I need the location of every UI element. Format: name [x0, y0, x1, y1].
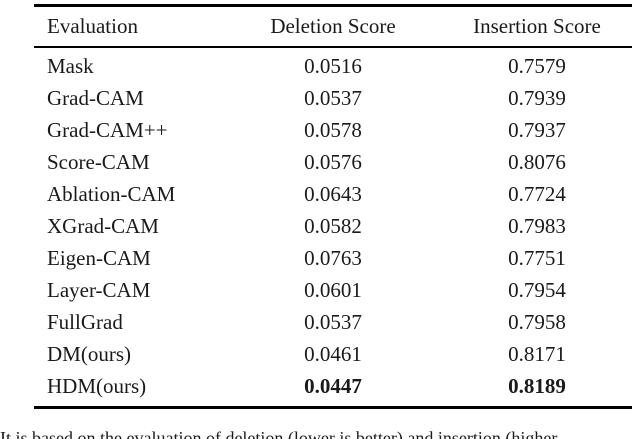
cell-evaluation: Layer-CAM — [47, 277, 151, 302]
cell-insertion-score: 0.7937 — [508, 117, 566, 142]
cell-deletion-score: 0.0537 — [304, 309, 362, 334]
table-header-row: Evaluation Deletion Score Insertion Scor… — [34, 7, 632, 48]
cell-deletion-score: 0.0763 — [304, 245, 362, 270]
cell-insertion-score: 0.7983 — [508, 213, 566, 238]
cell-insertion-score: 0.8171 — [508, 341, 566, 366]
cell-evaluation: HDM(ours) — [47, 373, 147, 398]
cell-evaluation: Grad-CAM++ — [47, 117, 168, 142]
cell-deletion-score: 0.0461 — [304, 341, 362, 366]
cell-evaluation: XGrad-CAM — [47, 213, 159, 238]
cell-deletion-score: 0.0447 — [304, 373, 362, 398]
results-table: Evaluation Deletion Score Insertion Scor… — [34, 4, 632, 409]
cell-evaluation: FullGrad — [47, 309, 123, 334]
header-deletion-score: Deletion Score — [270, 14, 396, 38]
cell-insertion-score: 0.7954 — [508, 277, 566, 302]
table-row: XGrad-CAM 0.0582 0.7983 — [34, 210, 632, 242]
cell-deletion-score: 0.0601 — [304, 277, 362, 302]
cell-insertion-score: 0.7579 — [508, 53, 566, 78]
table-row: FullGrad 0.0537 0.7958 — [34, 306, 632, 338]
table-row: DM(ours) 0.0461 0.8171 — [34, 338, 632, 370]
cell-evaluation: Score-CAM — [47, 149, 150, 174]
cell-insertion-score: 0.7939 — [508, 85, 566, 110]
cell-insertion-score: 0.7958 — [508, 309, 566, 334]
table-row: Layer-CAM 0.0601 0.7954 — [34, 274, 632, 306]
caption-clipped-line: It is based on the evaluation of deletio… — [0, 428, 558, 439]
cell-deletion-score: 0.0537 — [304, 85, 362, 110]
cell-evaluation: Grad-CAM — [47, 85, 144, 110]
cell-evaluation: DM(ours) — [47, 341, 131, 366]
cell-insertion-score: 0.8076 — [508, 149, 566, 174]
cell-insertion-score: 0.7724 — [508, 181, 566, 206]
table-row: HDM(ours) 0.0447 0.8189 — [34, 370, 632, 402]
cell-insertion-score: 0.8189 — [508, 373, 566, 398]
table-row: Score-CAM 0.0576 0.8076 — [34, 146, 632, 178]
table-body: Mask 0.0516 0.7579 Grad-CAM 0.0537 0.793… — [34, 48, 632, 406]
table-row: Grad-CAM++ 0.0578 0.7937 — [34, 114, 632, 146]
cell-evaluation: Ablation-CAM — [47, 181, 176, 206]
cell-deletion-score: 0.0578 — [304, 117, 362, 142]
cell-insertion-score: 0.7751 — [508, 245, 566, 270]
table-row: Ablation-CAM 0.0643 0.7724 — [34, 178, 632, 210]
table-row: Eigen-CAM 0.0763 0.7751 — [34, 242, 632, 274]
cell-deletion-score: 0.0582 — [304, 213, 362, 238]
table-row: Mask 0.0516 0.7579 — [34, 50, 632, 82]
cell-evaluation: Eigen-CAM — [47, 245, 151, 270]
cell-evaluation: Mask — [47, 53, 94, 78]
header-evaluation: Evaluation — [47, 14, 138, 38]
cell-deletion-score: 0.0516 — [304, 53, 362, 78]
cell-deletion-score: 0.0576 — [304, 149, 362, 174]
header-insertion-score: Insertion Score — [473, 14, 601, 38]
cell-deletion-score: 0.0643 — [304, 181, 362, 206]
table-row: Grad-CAM 0.0537 0.7939 — [34, 82, 632, 114]
